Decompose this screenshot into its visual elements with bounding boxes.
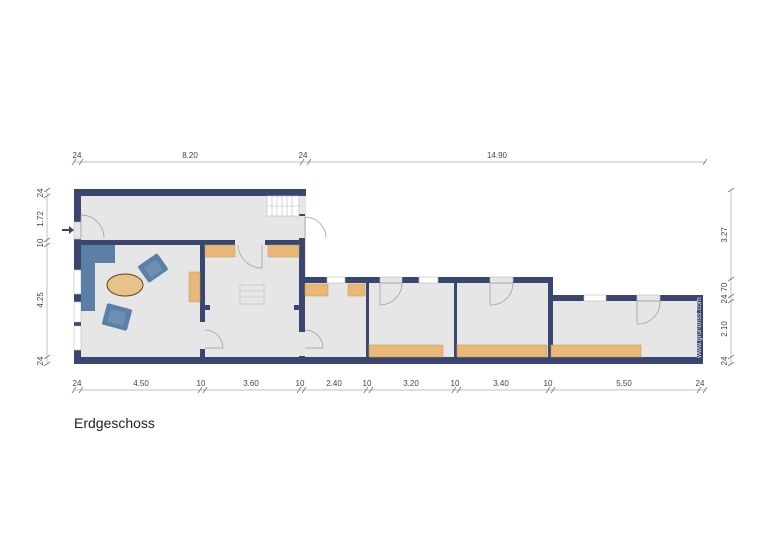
dim-label: 24	[696, 379, 705, 388]
dim-label: 3.60	[243, 379, 259, 388]
dim-label: 24	[299, 151, 308, 160]
dim-label: 24	[73, 379, 82, 388]
dim-label: 24	[720, 294, 729, 303]
dim-label: 1.72	[36, 211, 45, 227]
left-dimension-labels: 24 1.72 10 4.25 24	[36, 188, 45, 365]
floor-title: Erdgeschoss	[74, 415, 155, 431]
dimension-ticks	[43, 158, 735, 394]
right-dimension-labels: 3.27 24 70 2.10 24	[720, 227, 729, 366]
top-dimension-labels: 24 8.20 24 14.90	[73, 151, 508, 160]
windows	[73, 216, 661, 356]
door-icon	[204, 329, 224, 349]
table-icon	[106, 273, 144, 297]
dim-label: 4.25	[36, 292, 45, 308]
dim-label: 24	[720, 356, 729, 365]
sofa-icon	[81, 245, 115, 311]
dimension-lines	[46, 161, 732, 391]
stairs	[239, 195, 300, 305]
door-icon	[379, 282, 403, 306]
dim-label: 14.90	[487, 151, 508, 160]
dim-label: 10	[36, 238, 45, 247]
door-icon	[636, 300, 661, 325]
dim-label: 24	[36, 188, 45, 197]
dim-label: 2.10	[720, 321, 729, 337]
cabinets	[188, 244, 642, 358]
door-icon	[80, 214, 105, 239]
bottom-dimension-labels: 24 4.50 10 3.60 10 2.40 10 3.20 10 3.40 …	[73, 379, 705, 388]
floor-areas	[74, 189, 703, 364]
dim-label: 24	[73, 151, 82, 160]
dim-label: 5.50	[616, 379, 632, 388]
watermark: www.grundriss.com	[696, 297, 703, 359]
dim-label: 3.20	[403, 379, 419, 388]
dim-label: 10	[197, 379, 206, 388]
door-icon	[489, 282, 514, 306]
door-icon	[304, 216, 327, 239]
dim-label: 8.20	[182, 151, 198, 160]
dim-label: 10	[363, 379, 372, 388]
dim-label: 3.27	[720, 227, 729, 243]
door-icon	[237, 244, 263, 269]
door-swings	[80, 214, 661, 349]
dim-label: 2.40	[326, 379, 342, 388]
dim-label: 10	[544, 379, 553, 388]
entrance-arrow-icon	[62, 226, 74, 234]
dim-label: 10	[296, 379, 305, 388]
dim-label: 24	[36, 356, 45, 365]
dim-label: 70	[720, 282, 729, 291]
armchair-icon	[138, 253, 168, 283]
dim-label: 4.50	[133, 379, 149, 388]
door-icon	[304, 329, 324, 349]
dim-label: 10	[451, 379, 460, 388]
dim-label: 3.40	[493, 379, 509, 388]
living-furniture	[81, 245, 168, 331]
armchair-icon	[102, 303, 132, 331]
